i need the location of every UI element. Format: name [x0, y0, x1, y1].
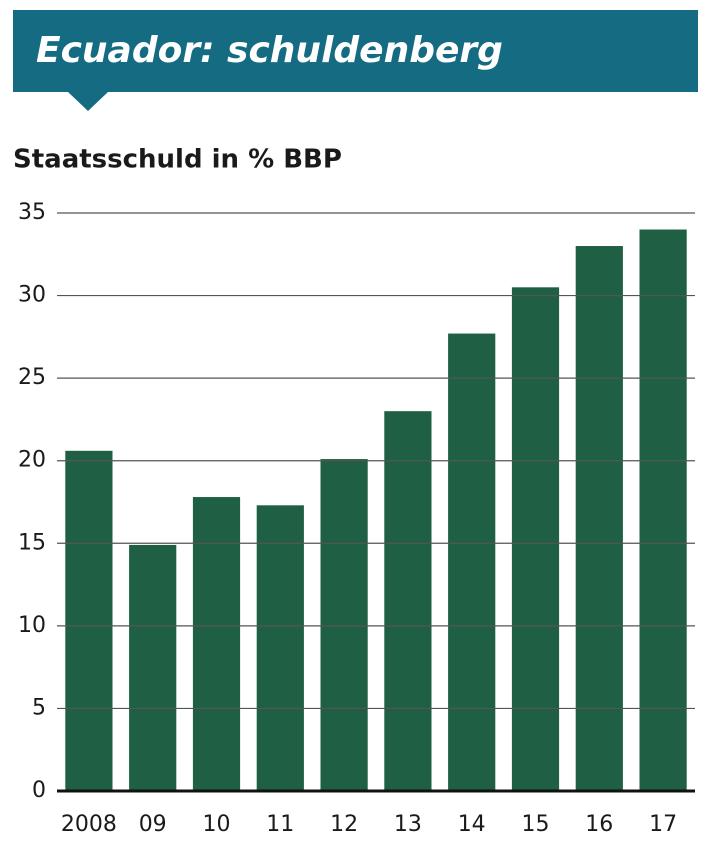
x-tick-label: 13 — [394, 812, 422, 837]
chart-subtitle: Staatsschuld in % BBP — [13, 145, 342, 175]
bar — [384, 411, 432, 791]
chart-title: Ecuador: schuldenberg — [36, 30, 503, 71]
bar — [639, 229, 687, 791]
x-tick-label: 12 — [330, 812, 358, 837]
x-tick-label: 15 — [522, 812, 550, 837]
bar — [129, 544, 177, 791]
y-tick-label: 20 — [18, 448, 46, 473]
x-tick-label: 11 — [266, 812, 294, 837]
y-tick-label: 10 — [18, 613, 46, 638]
y-tick-label: 30 — [18, 283, 46, 308]
title-banner — [13, 10, 698, 92]
x-tick-label: 14 — [458, 812, 486, 837]
y-tick-label: 25 — [18, 365, 46, 390]
bar — [448, 333, 496, 791]
y-tick-label: 0 — [32, 778, 46, 803]
x-tick-label: 16 — [585, 812, 613, 837]
bar — [575, 246, 623, 791]
banner-pointer — [68, 92, 108, 111]
y-tick-label: 35 — [18, 200, 46, 225]
bar — [256, 505, 304, 791]
bar — [65, 450, 113, 791]
x-tick-label: 2008 — [61, 812, 117, 837]
x-tick-label: 10 — [203, 812, 231, 837]
x-tick-label: 09 — [139, 812, 167, 837]
bar — [511, 287, 560, 791]
bar — [320, 459, 368, 791]
bar — [192, 497, 241, 791]
y-tick-label: 5 — [32, 695, 46, 720]
y-tick-label: 15 — [18, 530, 46, 555]
x-tick-label: 17 — [649, 812, 677, 837]
